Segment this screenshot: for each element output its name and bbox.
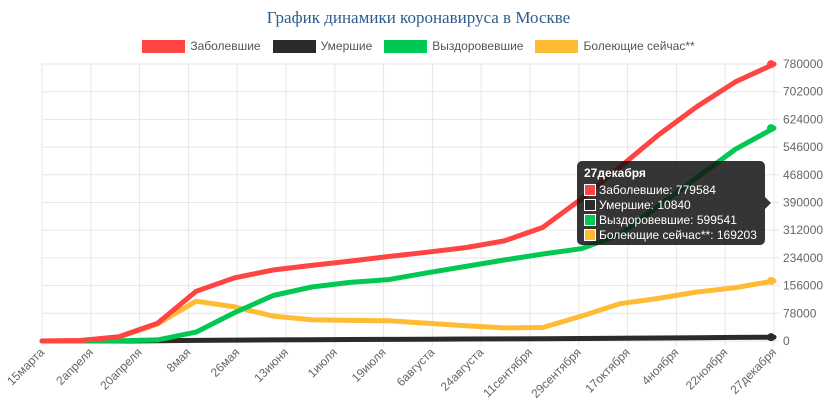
legend-swatch-deaths <box>272 39 316 53</box>
x-tick-label: 6августа <box>394 345 438 389</box>
legend-label-infected: Заболевшие <box>190 39 261 53</box>
y-tick-label: 156000 <box>783 279 823 293</box>
y-tick-label: 78000 <box>783 306 817 320</box>
x-tick-label: 11сентября <box>480 345 535 400</box>
tooltip-row-deaths: Умершие: 10840 <box>584 198 691 212</box>
y-tick-label: 390000 <box>783 196 823 210</box>
legend-item-infected[interactable]: Заболевшие <box>142 39 261 53</box>
tooltip-swatch-active <box>584 229 596 241</box>
y-tick-label: 468000 <box>783 168 823 182</box>
chart-legend: Заболевшие Умершие Выздоровевшие Болеющи… <box>0 39 837 53</box>
legend-label-active: Болеющие сейчас** <box>583 39 695 53</box>
legend-item-active[interactable]: Болеющие сейчас** <box>535 39 695 53</box>
chart-title: График динамики коронавируса в Москве <box>266 8 571 27</box>
series-end-point <box>767 333 775 342</box>
series-infected-line <box>39 61 777 344</box>
tooltip-text-infected: Заболевшие: 779584 <box>599 183 716 197</box>
tooltip-row-recovered: Выздоровевшие: 599541 <box>584 213 737 227</box>
x-tick-label: 22ноября <box>683 345 730 392</box>
legend-item-deaths[interactable]: Умершие <box>272 39 373 53</box>
legend-label-recovered: Выздоровевшие <box>432 39 524 53</box>
y-tick-label: 780000 <box>783 57 823 71</box>
tooltip-title: 27декабря <box>584 166 646 180</box>
x-tick-label: 15марта <box>4 345 47 388</box>
y-tick-label: 234000 <box>783 251 823 265</box>
x-tick-label: 8мая <box>164 345 194 375</box>
tooltip-row-active: Болеющие сейчас**: 169203 <box>584 228 757 242</box>
tooltip-text-deaths: Умершие: 10840 <box>599 198 691 212</box>
legend-label-deaths: Умершие <box>320 39 373 53</box>
x-tick-label: 2апреля <box>53 345 96 388</box>
x-tick-label: 4ноября <box>639 345 682 388</box>
x-tick-label: 26мая <box>208 345 242 379</box>
legend-swatch-recovered <box>384 39 428 53</box>
y-tick-label: 0 <box>783 334 790 348</box>
tooltip-text-recovered: Выздоровевшие: 599541 <box>599 213 737 227</box>
tooltip-text-active: Болеющие сейчас**: 169203 <box>599 228 757 242</box>
tooltip-swatch-recovered <box>584 214 596 226</box>
series-end-point <box>767 124 775 133</box>
x-tick-label: 1июля <box>305 345 340 380</box>
series-end-point <box>767 60 775 69</box>
x-tick-label: 17октября <box>582 345 632 395</box>
series-active-line <box>39 278 777 344</box>
tooltip-swatch-deaths <box>584 199 596 211</box>
series-end-point <box>767 276 775 285</box>
x-tick-label: 24августа <box>438 345 487 394</box>
tooltip-swatch-infected <box>584 184 596 196</box>
tooltip-caret <box>765 197 771 209</box>
x-tick-label: 27декабря <box>727 345 779 397</box>
legend-item-recovered[interactable]: Выздоровевшие <box>384 39 523 53</box>
tooltip-row-infected: Заболевшие: 779584 <box>584 183 716 197</box>
x-tick-label: 19июля <box>349 345 389 385</box>
x-tick-label: 13июня <box>251 345 291 385</box>
chart-tooltip: 27декабря Заболевшие: 779584 Умершие: 10… <box>577 161 771 245</box>
y-tick-label: 702000 <box>783 85 823 99</box>
x-tick-label: 29сентября <box>528 345 584 401</box>
legend-swatch-infected <box>142 39 186 53</box>
y-tick-label: 624000 <box>783 112 823 126</box>
x-tick-label: 20апреля <box>97 345 144 392</box>
legend-swatch-active <box>535 39 579 53</box>
y-tick-label: 546000 <box>783 140 823 154</box>
y-tick-label: 312000 <box>783 223 823 237</box>
